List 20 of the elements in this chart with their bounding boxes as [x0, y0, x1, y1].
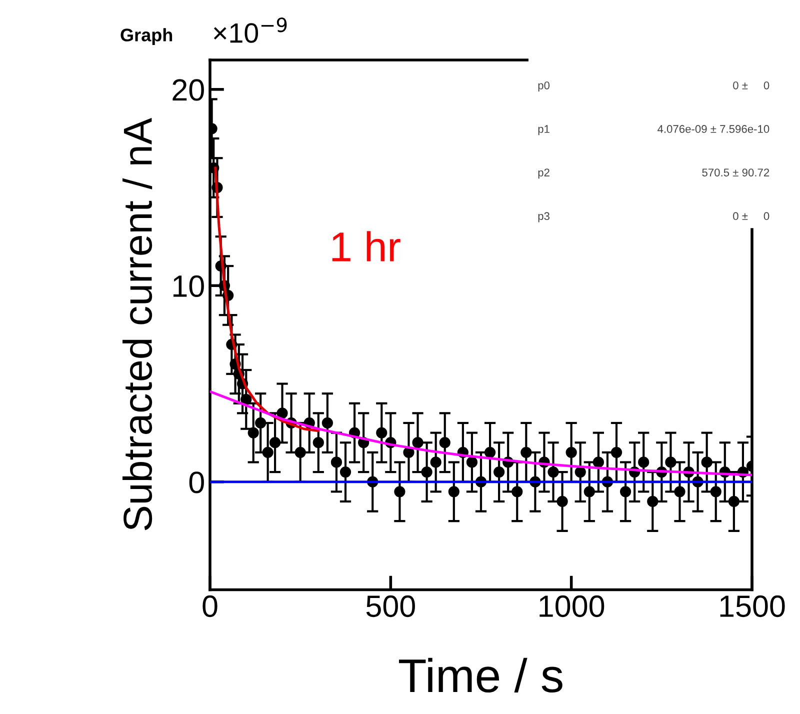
- annotation: 0 ± 0: [733, 212, 770, 220]
- annotation: 0 ± 0: [733, 81, 770, 90]
- annotation: 1 hr: [332, 231, 400, 262]
- annotation: 4.076e-09 ± 7.596e-10: [658, 125, 770, 133]
- chart-title: Graph: [120, 28, 172, 45]
- text: ×10$^{−9}$: [214, 18, 287, 43]
- x-axis-title: Time / s: [399, 658, 562, 693]
- y-tick-label: 10: [173, 275, 204, 297]
- annotation: p3: [538, 212, 550, 222]
- annotation: p2: [538, 168, 550, 179]
- x-tick-label: 1000: [540, 595, 604, 618]
- y-tick-label: 0: [189, 472, 204, 494]
- annotation: 570.5 ± 90.72: [702, 168, 770, 176]
- annotation: p0: [538, 81, 550, 92]
- line-series: [210, 390, 752, 476]
- y-tick-label: 20: [172, 79, 204, 101]
- annotation: p1: [538, 125, 550, 136]
- x-tick-label: 500: [366, 595, 415, 618]
- y-axis-title: Subtracted current / nA: [122, 118, 152, 530]
- x-tick-label: 1500: [720, 595, 785, 618]
